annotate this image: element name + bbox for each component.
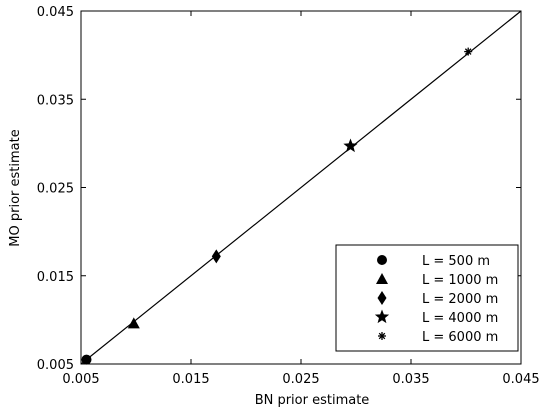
- y-tick-label: 0.035: [37, 93, 74, 108]
- legend-marker-star: [374, 309, 390, 324]
- legend: L = 500 m L = 1000 m L = 2000 m L = 4000 m L…: [335, 244, 519, 352]
- legend-marker-triangle: [376, 273, 388, 284]
- data-point-circle: [81, 354, 92, 365]
- y-tick-label: 0.045: [37, 5, 74, 20]
- legend-box: [335, 244, 519, 352]
- legend-label: L = 2000 m: [422, 292, 498, 307]
- legend-marker-asterisk: [378, 332, 386, 340]
- data-point-star: [343, 138, 358, 153]
- x-tick-label: 0.005: [62, 372, 99, 387]
- y-axis-label: MO prior estimate: [8, 129, 23, 246]
- y-tick-label: 0.005: [37, 358, 74, 373]
- x-tick-label: 0.045: [502, 372, 539, 387]
- data-point-asterisk: [464, 47, 473, 56]
- x-tick-label: 0.035: [392, 372, 429, 387]
- data-point-triangle: [127, 317, 140, 329]
- x-axis-label: BN prior estimate: [255, 393, 370, 408]
- y-tick-label: 0.015: [37, 270, 74, 285]
- legend-label: L = 6000 m: [422, 330, 498, 345]
- y-tick-label: 0.025: [37, 182, 74, 197]
- legend-item: L = 6000 m: [378, 330, 498, 345]
- legend-item: L = 1000 m: [376, 273, 498, 288]
- data-point-diamond: [211, 249, 221, 264]
- legend-marker-circle: [377, 255, 387, 265]
- asterisk-stroke: [378, 332, 386, 340]
- legend-marker-diamond: [377, 291, 387, 305]
- legend-label: L = 500 m: [422, 254, 490, 269]
- reference-line: [80, 10, 522, 365]
- legend-label: L = 1000 m: [422, 273, 498, 288]
- x-tick-label: 0.015: [172, 372, 209, 387]
- x-tick-label: 0.025: [282, 372, 319, 387]
- asterisk-stroke: [464, 48, 472, 55]
- legend-label: L = 4000 m: [422, 311, 498, 326]
- legend-item: L = 4000 m: [374, 309, 498, 326]
- legend-item: L = 2000 m: [377, 291, 498, 307]
- plot-layer: 0.005 0.015 0.025 0.035 0.045 0.005 0.015 0.025…: [37, 5, 540, 387]
- legend-item: L = 500 m: [377, 254, 490, 269]
